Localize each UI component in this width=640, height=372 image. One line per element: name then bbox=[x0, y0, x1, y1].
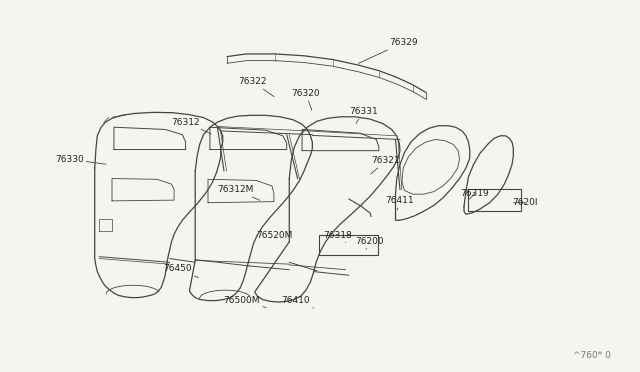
Text: 76320: 76320 bbox=[292, 89, 320, 110]
Text: 76318: 76318 bbox=[324, 231, 352, 243]
Text: 76500M: 76500M bbox=[223, 296, 266, 308]
Text: 76330: 76330 bbox=[55, 155, 106, 164]
Bar bbox=[468, 189, 521, 211]
Text: 76200: 76200 bbox=[356, 237, 384, 249]
Text: 76331: 76331 bbox=[349, 107, 378, 124]
Text: 76321: 76321 bbox=[371, 156, 400, 174]
Text: 76319: 76319 bbox=[461, 189, 489, 199]
Text: 76312M: 76312M bbox=[218, 185, 260, 201]
Bar bbox=[319, 235, 378, 255]
Text: 76312: 76312 bbox=[172, 118, 211, 134]
Text: 76520M: 76520M bbox=[256, 231, 292, 243]
Text: ^760* 0: ^760* 0 bbox=[573, 351, 611, 360]
Text: 7620l: 7620l bbox=[512, 198, 538, 207]
Text: 76450: 76450 bbox=[164, 264, 198, 278]
Text: 76411: 76411 bbox=[386, 196, 414, 210]
Text: 76410: 76410 bbox=[282, 296, 314, 308]
Text: 76322: 76322 bbox=[239, 77, 274, 97]
Text: 76329: 76329 bbox=[358, 38, 417, 63]
